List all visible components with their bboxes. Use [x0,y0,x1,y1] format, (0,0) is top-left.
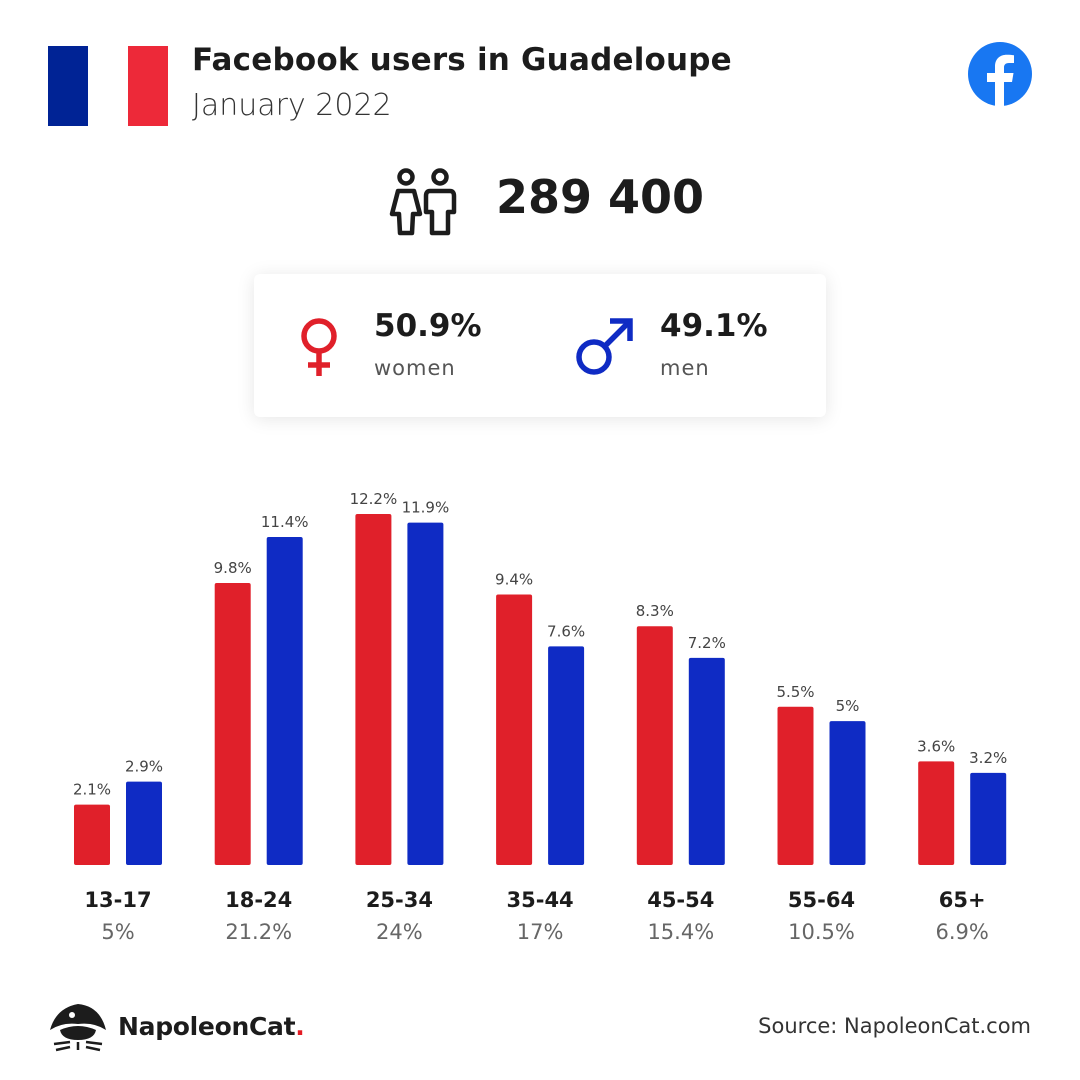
bar-value-label: 11.9% [402,499,450,517]
france-flag [48,46,168,126]
bar-value-label: 7.2% [688,634,726,652]
napoleoncat-logo-icon [50,1004,106,1052]
page-subtitle: January 2022 [192,88,392,123]
bar-value-label: 5% [836,697,860,715]
category-total-label: 15.4% [647,920,714,944]
bar-value-label: 7.6% [547,622,585,640]
bar-65+-s0 [918,761,955,865]
category-total-label: 10.5% [788,920,855,944]
category-total-label: 5% [101,920,134,944]
gender-split-card: 50.9% women 49.1% men [254,274,826,417]
female-symbol-icon [301,318,337,376]
bar-value-label: 2.9% [125,758,163,776]
bar-35-44-s0 [496,594,533,865]
bar-value-label: 9.8% [214,559,252,577]
bar-65+-s1 [970,772,1007,865]
bar-value-label: 3.2% [969,749,1007,767]
napoleoncat-brand: NapoleonCat. [48,1000,308,1052]
women-label: women [374,356,456,380]
bar-13-17-s0 [74,804,110,865]
category-total-label: 21.2% [225,920,292,944]
category-label: 45-54 [647,888,714,912]
bar-value-label: 11.4% [261,513,309,531]
people-icon [389,168,457,236]
bar-35-44-s1 [548,646,585,865]
category-label: 55-64 [788,888,855,912]
bar-13-17-s1 [126,781,162,865]
bar-value-label: 9.4% [495,571,533,589]
bar-value-label: 2.1% [73,781,111,799]
category-label: 13-17 [84,888,151,912]
total-users-value: 289 400 [496,170,705,224]
male-symbol-icon [576,318,633,375]
page-title: Facebook users in Guadeloupe [192,42,732,78]
bar-18-24-s1 [266,537,303,865]
category-total-label: 6.9% [936,920,989,944]
flag-stripe-blue [48,46,88,126]
category-total-label: 17% [517,920,564,944]
flag-stripe-red [128,46,168,126]
facebook-logo-icon [968,42,1032,106]
bar-45-54-s0 [636,626,673,865]
bar-55-64-s0 [777,706,814,865]
bar-18-24-s0 [214,583,251,865]
bar-55-64-s1 [829,721,866,865]
bar-45-54-s1 [688,657,725,865]
bar-value-label: 8.3% [636,602,674,620]
bar-25-34-s1 [407,522,444,865]
category-label: 25-34 [366,888,433,912]
brand-name: NapoleonCat. [118,1012,305,1041]
source-credit: Source: NapoleonCat.com [758,1014,1031,1038]
bar-value-label: 5.5% [776,683,814,701]
women-share-value: 50.9% [374,308,482,344]
bar-25-34-s0 [355,514,392,865]
men-share-value: 49.1% [660,308,768,344]
category-label: 35-44 [507,888,574,912]
bar-value-label: 3.6% [917,737,955,755]
category-total-label: 24% [376,920,423,944]
men-label: men [660,356,710,380]
flag-stripe-white [88,46,128,126]
brand-name-dot: . [295,1012,305,1041]
category-label: 18-24 [225,888,292,912]
bar-value-label: 12.2% [350,490,398,508]
category-label: 65+ [939,888,986,912]
